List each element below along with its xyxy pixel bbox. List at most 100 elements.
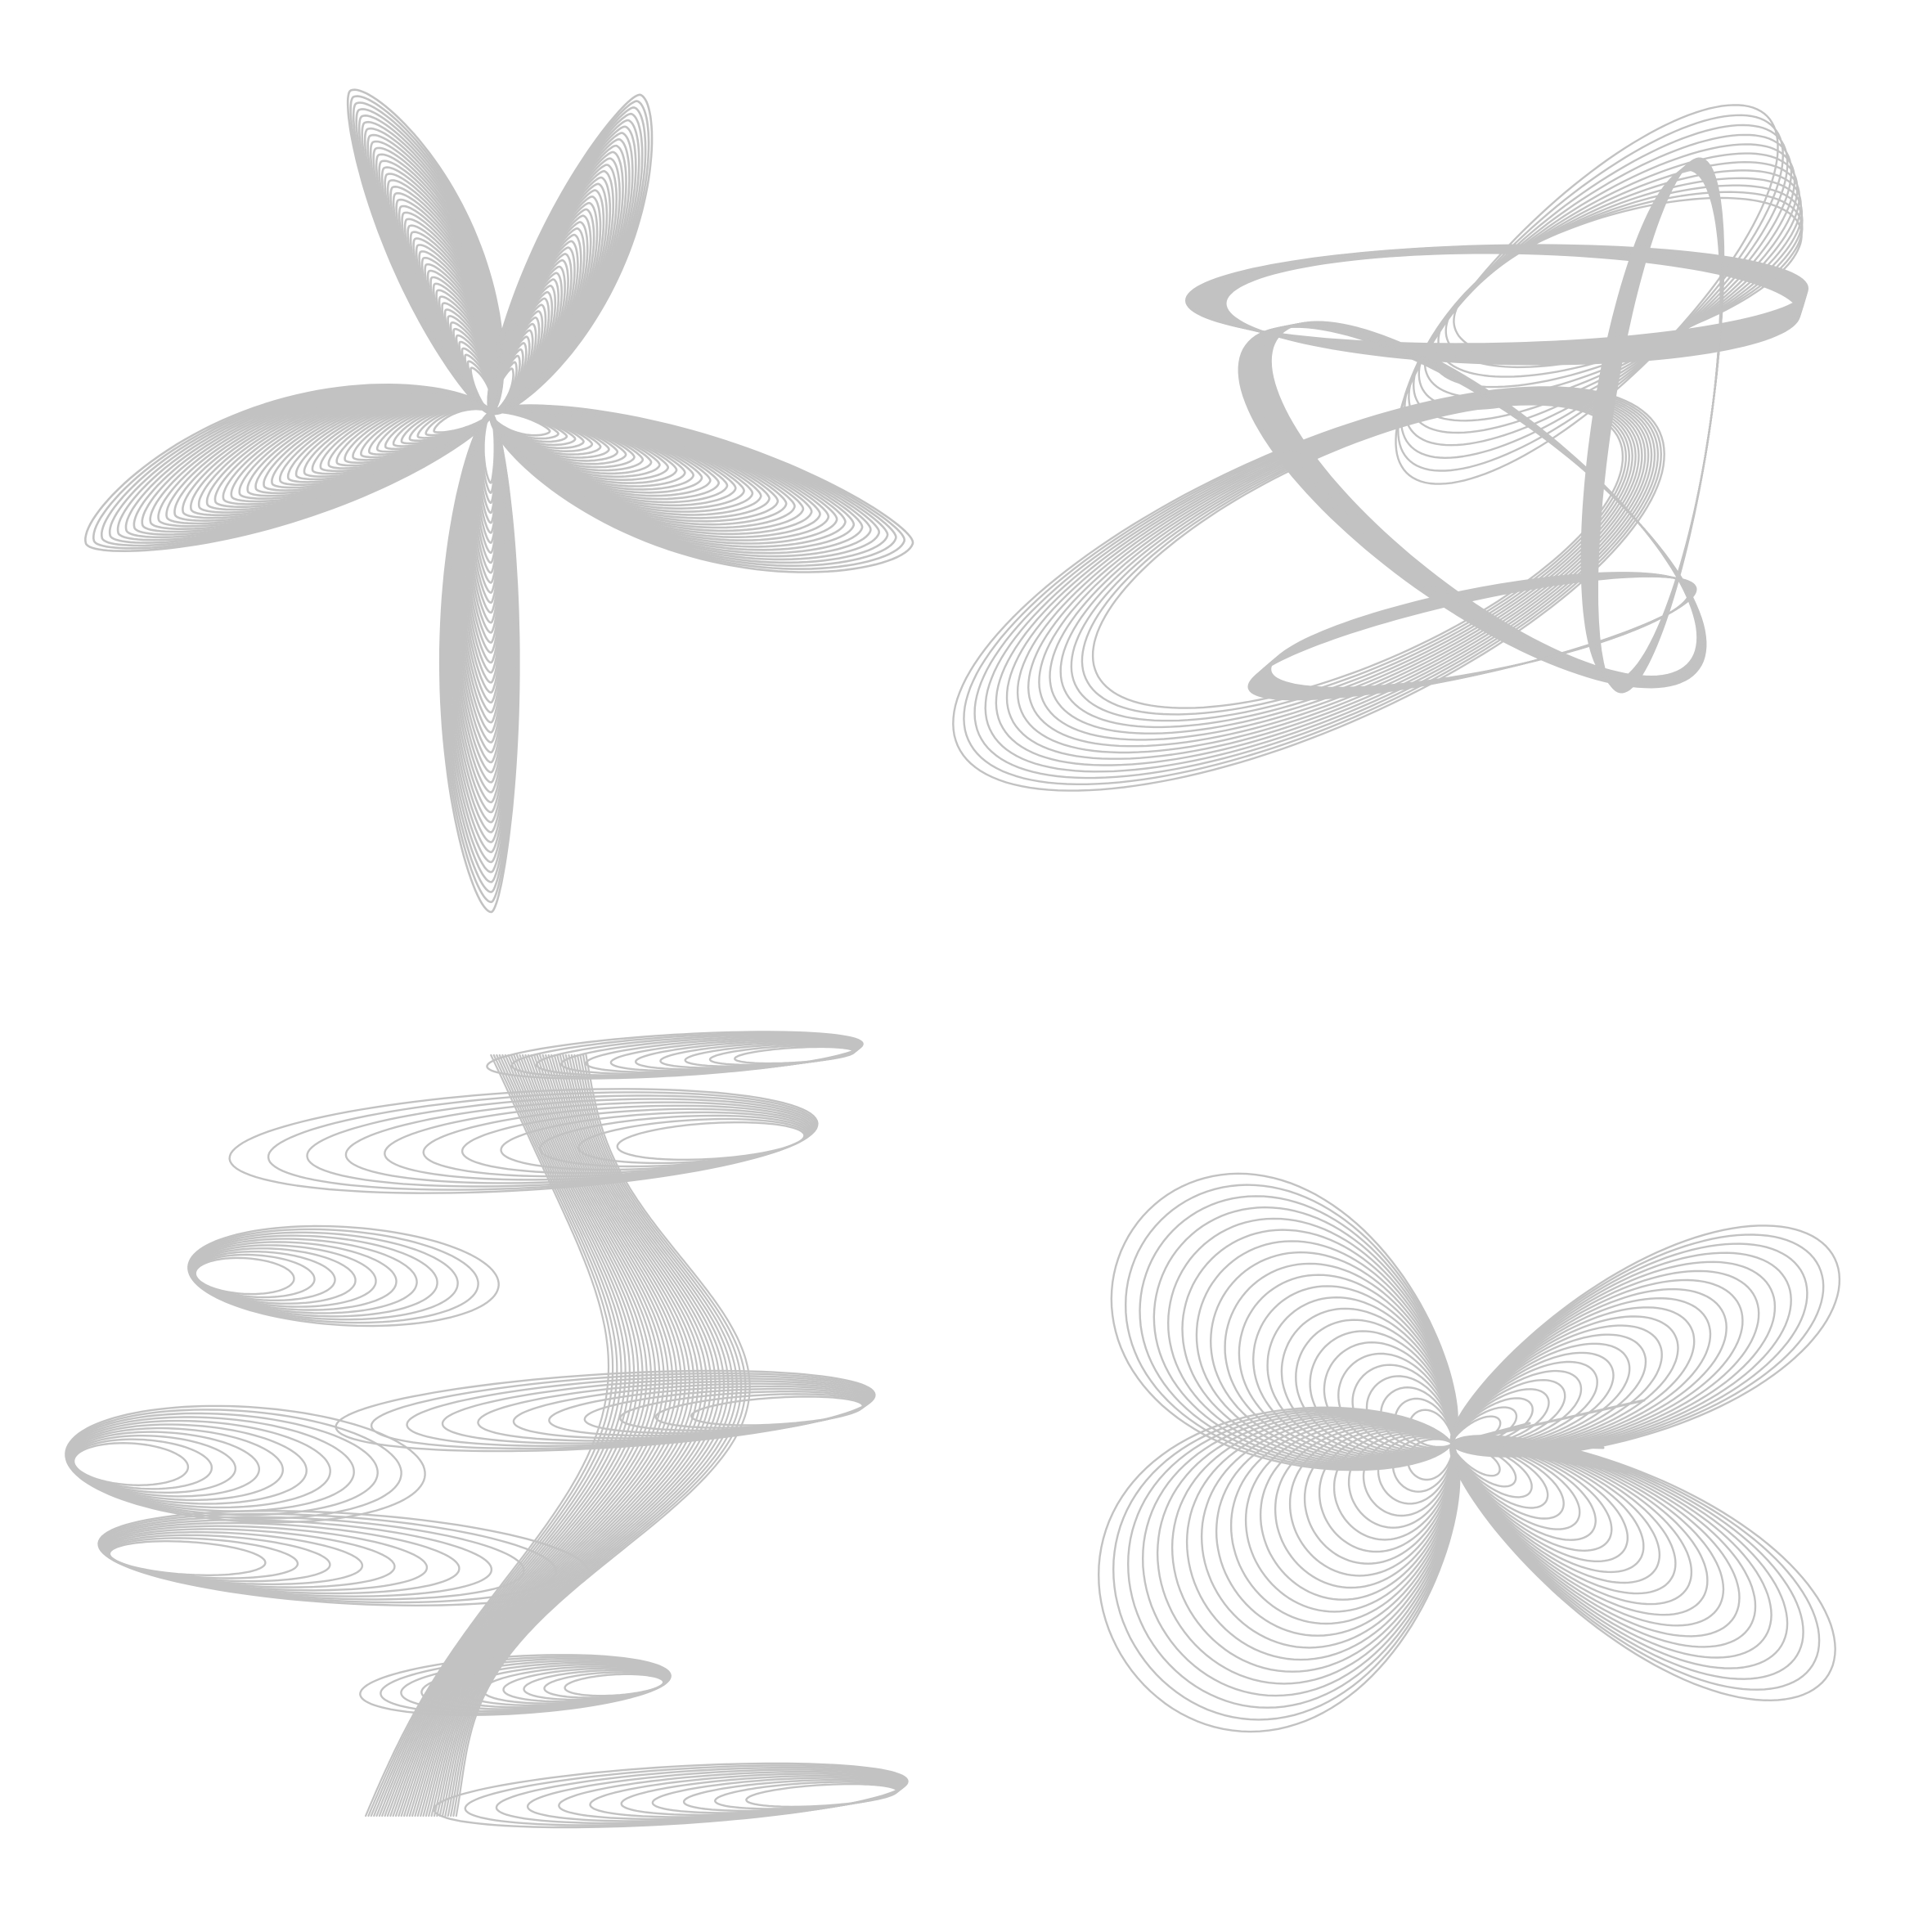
wave-spine-line bbox=[389, 1054, 648, 1817]
wave-spine-line bbox=[365, 1054, 610, 1817]
butterfly-loop bbox=[1450, 1438, 1661, 1584]
wave-spine-line bbox=[452, 1054, 747, 1817]
butterfly-loop bbox=[1449, 1438, 1677, 1595]
butterfly-loop bbox=[1449, 1436, 1757, 1648]
wave-spine-line bbox=[398, 1054, 661, 1817]
wave-spiral-loop bbox=[616, 1121, 806, 1161]
wave-spine-line bbox=[367, 1054, 614, 1817]
wave-spine-line bbox=[430, 1054, 712, 1817]
butterfly-loop bbox=[1181, 1229, 1458, 1466]
butterfly-loop bbox=[1449, 1435, 1821, 1691]
butterfly-loop bbox=[1139, 1195, 1458, 1469]
butterfly-loop bbox=[1098, 1406, 1461, 1733]
wave-spine-line bbox=[370, 1054, 618, 1817]
wave-spiral-loop bbox=[101, 1519, 493, 1597]
butterfly-loop bbox=[1449, 1436, 1741, 1638]
butterfly-ray bbox=[1450, 1442, 1629, 1474]
wave-spine-line bbox=[420, 1054, 695, 1817]
wave-spine-line bbox=[394, 1054, 657, 1817]
butterfly-loop bbox=[1337, 1352, 1455, 1453]
wave-spine-line bbox=[400, 1054, 665, 1817]
knot-outer-loop bbox=[1049, 398, 1637, 735]
knot-flare-loop bbox=[1418, 161, 1800, 411]
butterfly-ray bbox=[1450, 1442, 1605, 1449]
butterfly-loop bbox=[1408, 1409, 1453, 1449]
butterfly-loop bbox=[1365, 1375, 1454, 1452]
wave-spiral-loop bbox=[106, 1534, 331, 1583]
knot-outer-loop bbox=[1059, 399, 1633, 729]
butterfly-loop bbox=[1303, 1427, 1456, 1565]
wave-spine-line bbox=[414, 1054, 686, 1817]
butterfly-loop bbox=[1224, 1262, 1457, 1462]
butterfly-loop bbox=[1167, 1217, 1458, 1467]
knot-band-loop bbox=[1269, 321, 1699, 678]
knot-flare-loop bbox=[1445, 191, 1804, 369]
knot-flare-loop bbox=[1413, 152, 1799, 422]
butterfly-loop bbox=[1449, 1436, 1772, 1659]
knot-outer-loop bbox=[1081, 402, 1627, 716]
butterfly-loop bbox=[1351, 1364, 1455, 1453]
wave-spiral-loop bbox=[105, 1530, 364, 1586]
wave-spine-line bbox=[392, 1054, 652, 1817]
butterfly-loop bbox=[1288, 1426, 1457, 1577]
knot-outer-loop bbox=[1016, 393, 1647, 754]
wave-spine-line bbox=[384, 1054, 640, 1817]
butterfly-loop bbox=[1449, 1437, 1709, 1616]
butterfly-loop bbox=[1323, 1341, 1455, 1455]
wave-spine-line bbox=[441, 1054, 730, 1817]
butterfly-loop bbox=[1449, 1436, 1725, 1627]
wave-spine-line bbox=[411, 1054, 682, 1817]
butterfly-loop bbox=[1295, 1319, 1456, 1457]
panel-zigzag-wave bbox=[65, 1031, 909, 1829]
panel-starfish-rosette bbox=[84, 88, 914, 914]
butterfly-loop bbox=[1449, 1435, 1836, 1701]
wave-spiral-loop bbox=[745, 1782, 898, 1808]
butterfly-loop bbox=[1380, 1386, 1454, 1450]
butterfly-loop bbox=[1280, 1307, 1456, 1458]
wave-spine-line bbox=[373, 1054, 622, 1817]
wave-spine-line bbox=[428, 1054, 708, 1817]
butterfly-loop bbox=[1152, 1206, 1458, 1468]
butterfly-loop bbox=[1362, 1433, 1455, 1517]
butterfly-loop bbox=[1449, 1437, 1693, 1606]
wave-spine-line bbox=[386, 1054, 644, 1817]
wave-spine-line bbox=[416, 1054, 691, 1817]
wave-spiral-loop bbox=[103, 1525, 429, 1592]
butterfly-loop bbox=[1259, 1422, 1458, 1601]
wave-spiral-loop bbox=[97, 1510, 590, 1606]
wave-spine-line bbox=[438, 1054, 726, 1817]
butterfly-loop bbox=[1450, 1439, 1613, 1552]
wave-spine-line bbox=[422, 1054, 699, 1817]
butterfly-loop bbox=[1142, 1411, 1460, 1697]
knot-band-loop bbox=[1594, 159, 1724, 692]
wave-spine-line bbox=[403, 1054, 669, 1817]
wave-spine-line bbox=[450, 1054, 743, 1817]
butterfly-loop bbox=[1406, 1438, 1454, 1481]
wave-spiral-loop bbox=[72, 1442, 190, 1486]
butterfly-loop bbox=[1347, 1431, 1455, 1529]
butterfly-loop bbox=[1450, 1438, 1645, 1574]
butterfly-loop bbox=[1449, 1435, 1804, 1680]
butterfly-loop bbox=[1391, 1436, 1454, 1493]
butterfly-loop bbox=[1252, 1285, 1457, 1460]
butterfly-loop bbox=[1377, 1435, 1455, 1505]
wave-spine-line bbox=[436, 1054, 721, 1817]
butterfly-loop bbox=[1127, 1409, 1460, 1709]
butterfly-loop bbox=[1210, 1251, 1457, 1463]
wave-spine-line bbox=[375, 1054, 627, 1817]
butterfly-loop bbox=[1215, 1418, 1458, 1637]
wave-spine-line bbox=[406, 1054, 674, 1817]
knot-outer-loop bbox=[1027, 395, 1643, 748]
wave-spiral-loop bbox=[101, 1521, 461, 1595]
butterfly-loop bbox=[1195, 1240, 1458, 1465]
wave-spine-line bbox=[447, 1054, 738, 1817]
wave-spiral-loop bbox=[564, 1673, 665, 1697]
butterfly-loop bbox=[1170, 1413, 1459, 1673]
wave-spiral-loop bbox=[194, 1256, 295, 1296]
knot-band-loop bbox=[1593, 159, 1724, 692]
wave-spiral-loop bbox=[690, 1395, 864, 1427]
wave-spiral-loop bbox=[734, 1045, 856, 1065]
wave-spine-line bbox=[378, 1054, 631, 1817]
butterfly-loop bbox=[1449, 1251, 1792, 1456]
